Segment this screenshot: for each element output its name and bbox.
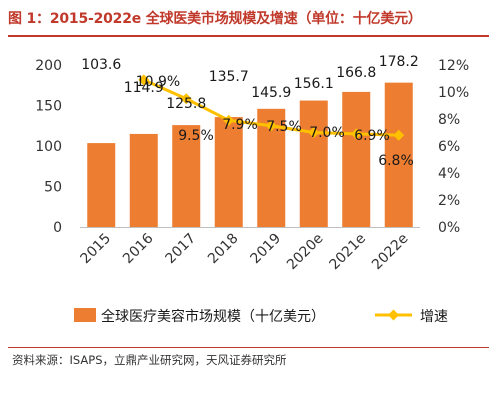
bar	[129, 133, 158, 227]
y-left-tick-label: 200	[35, 58, 62, 74]
growth-marker	[308, 127, 320, 138]
legend-swatch-marker	[388, 309, 399, 321]
bar-value-label: 156.1	[294, 76, 334, 92]
bar	[172, 125, 201, 227]
growth-marker	[350, 128, 362, 140]
y-right-tick-label: 10%	[438, 85, 469, 101]
growth-marker	[138, 74, 150, 86]
x-tick-label: 2020e	[284, 231, 327, 274]
bar	[299, 100, 328, 227]
legend-label-bar: 全球医疗美容市场规模（十亿美元）	[101, 308, 325, 325]
growth-value-label: 7.5%	[266, 119, 302, 135]
bar-value-label: 125.8	[166, 96, 206, 112]
x-tick-label: 2016	[120, 230, 157, 267]
y-right-tick-label: 12%	[438, 58, 469, 74]
growth-value-label: 9.5%	[178, 128, 214, 144]
x-tick-label: 2018	[205, 231, 242, 268]
bar-value-label: 114.9	[124, 80, 164, 96]
x-tick-label: 2021e	[326, 231, 369, 274]
bar	[384, 82, 413, 228]
growth-value-label: 10.9%	[136, 74, 180, 90]
y-left-tick-label: 150	[35, 99, 62, 115]
x-tick-label: 2022e	[369, 231, 412, 274]
bar-value-label: 135.7	[209, 69, 249, 85]
y-right-tick-label: 0%	[438, 220, 460, 236]
growth-marker	[223, 114, 235, 126]
footer-divider	[8, 347, 489, 348]
growth-marker	[393, 129, 405, 141]
y-right-tick-label: 8%	[438, 112, 460, 128]
growth-marker	[265, 120, 277, 132]
bar-value-label: 103.6	[81, 57, 121, 73]
source-note: 资料来源：ISAPS，立鼎产业研究网，天风证券研究所	[12, 353, 287, 367]
bar	[214, 117, 243, 227]
bar	[87, 143, 116, 227]
growth-value-label: 7.9%	[222, 117, 258, 133]
y-left-tick-label: 100	[35, 139, 62, 155]
growth-value-label: 6.8%	[378, 153, 414, 169]
title-underline	[8, 35, 489, 37]
growth-value-label: 7.0%	[309, 125, 345, 141]
legend-swatch-bar	[74, 308, 96, 322]
bar-value-label: 178.2	[379, 54, 419, 70]
x-tick-label: 2017	[163, 231, 200, 268]
y-right-tick-label: 2%	[438, 193, 460, 209]
y-right-tick-label: 4%	[438, 166, 460, 182]
growth-value-label: 6.9%	[354, 128, 390, 144]
bar-value-label: 145.9	[251, 85, 291, 101]
growth-marker	[180, 93, 192, 105]
bar	[342, 91, 371, 227]
x-tick-label: 2015	[78, 231, 115, 268]
legend-label-line: 增速	[420, 309, 448, 325]
y-left-tick-label: 50	[44, 180, 62, 196]
chart-title: 图 1：2015-2022e 全球医美市场规模及增速（单位：十亿美元）	[8, 11, 422, 27]
y-right-tick-label: 6%	[438, 139, 460, 155]
x-tick-label: 2019	[248, 231, 285, 268]
bar-value-label: 166.8	[336, 65, 376, 81]
y-left-tick-label: 0	[53, 220, 62, 236]
